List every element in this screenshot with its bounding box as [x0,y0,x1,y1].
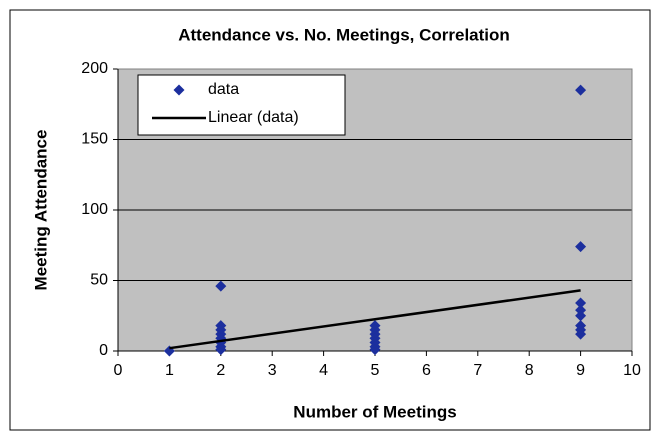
data-point [575,297,587,309]
data-point [575,84,587,96]
data-point [369,344,381,356]
x-tick-label: 8 [525,362,534,379]
y-tick-label: 100 [81,201,108,218]
data-point [215,344,227,356]
x-tick-label: 1 [165,362,174,379]
data-point [575,304,587,316]
x-axis-title: Number of Meetings [293,402,456,421]
x-tick-label: 3 [268,362,277,379]
y-tick-label: 150 [81,131,108,148]
data-point [575,241,587,253]
data-point [575,310,587,322]
y-axis-title: Meeting Attendance [31,130,50,291]
chart-title: Attendance vs. No. Meetings, Correlation [178,25,510,44]
legend-label: data [208,81,239,98]
y-tick-label: 50 [90,272,108,289]
x-tick-label: 0 [114,362,123,379]
x-tick-label: 5 [371,362,380,379]
data-point [575,328,587,340]
trend-line [169,289,581,350]
legend-box [137,74,346,136]
legend-marker [173,84,185,96]
legend-label: Linear (data) [208,109,299,126]
y-tick-label: 200 [81,60,108,77]
x-tick-label: 4 [319,362,328,379]
x-tick-label: 7 [473,362,482,379]
y-tick-label: 0 [99,342,108,359]
data-point [215,280,227,292]
x-tick-label: 6 [422,362,431,379]
x-tick-label: 10 [623,362,641,379]
x-tick-label: 2 [216,362,225,379]
x-tick-label: 9 [576,362,585,379]
